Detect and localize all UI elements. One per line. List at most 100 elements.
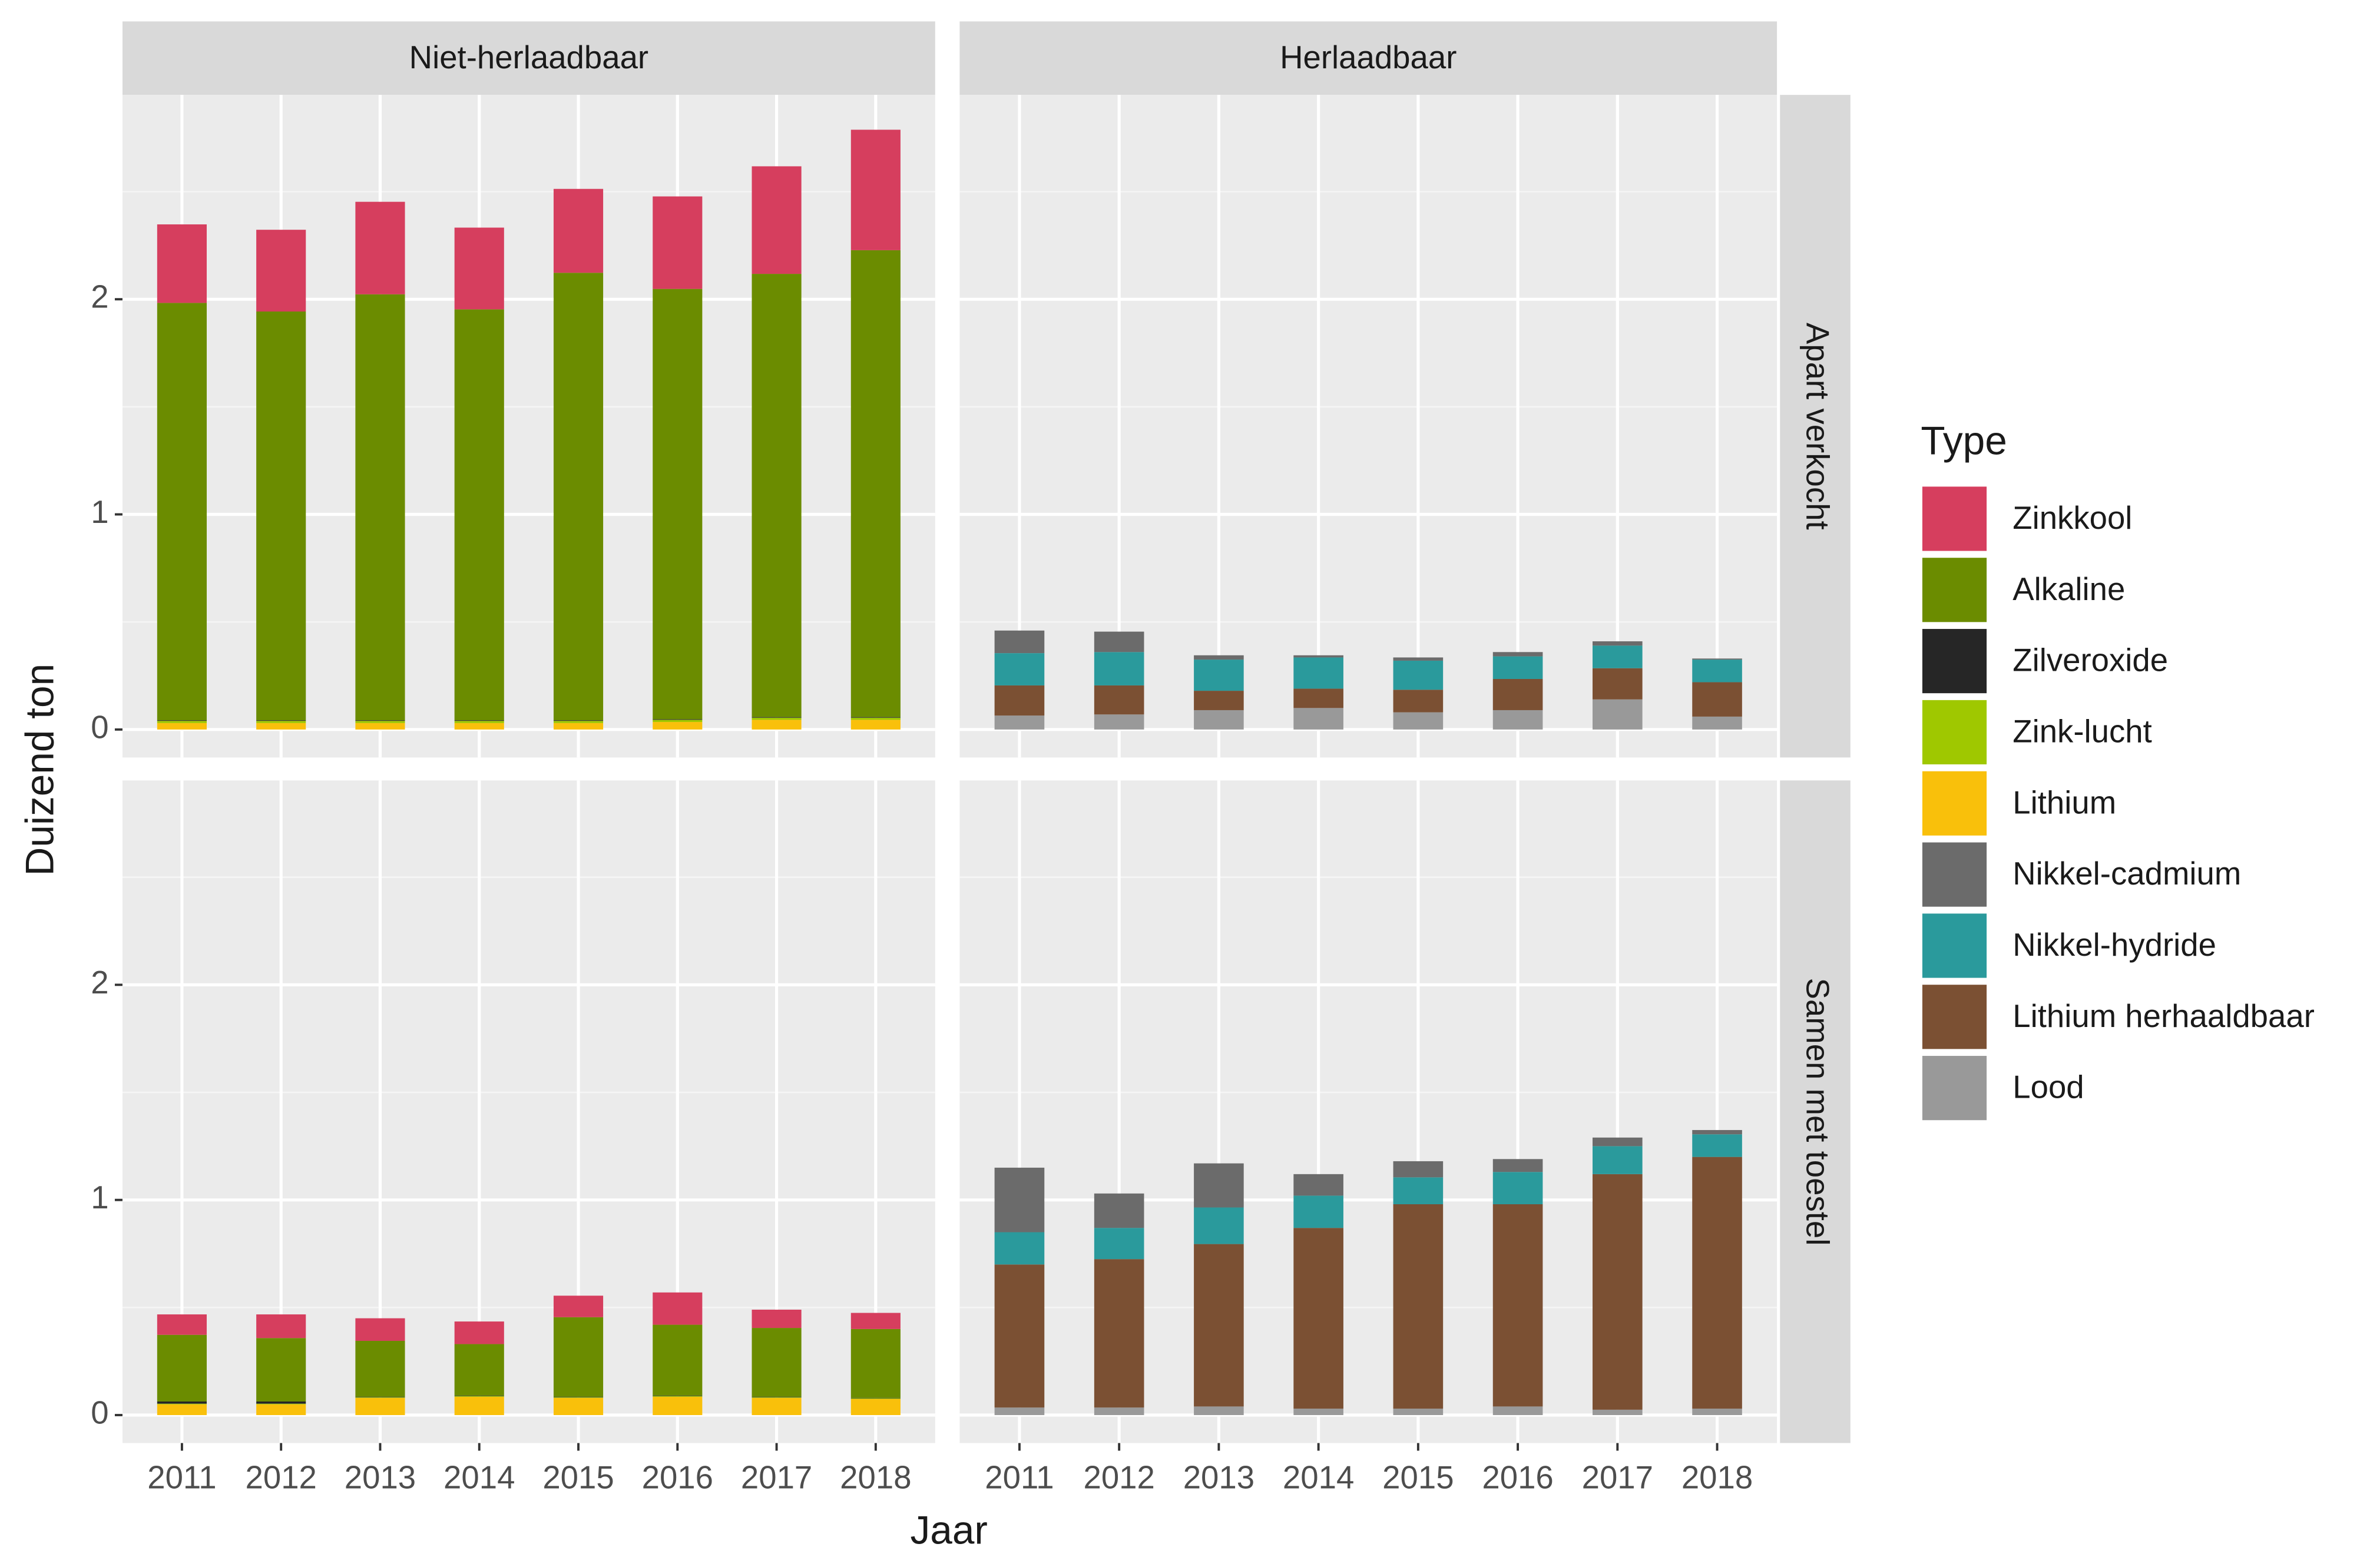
x-tick-label: 2011 <box>147 1459 216 1495</box>
bar-segment <box>157 721 207 723</box>
bar-segment <box>994 1264 1045 1408</box>
bar-segment <box>1492 1204 1543 1407</box>
x-tick-label: 2015 <box>1382 1459 1454 1495</box>
bar-segment <box>256 1314 306 1339</box>
bar-segment <box>653 1324 703 1396</box>
bar-segment <box>256 1402 306 1404</box>
bar-segment <box>1094 685 1144 715</box>
bar-segment <box>1593 1174 1643 1410</box>
bar-segment <box>1593 641 1643 646</box>
bar-segment <box>1194 1207 1244 1244</box>
x-tick-label: 2014 <box>443 1459 515 1495</box>
bar-segment <box>1293 657 1343 689</box>
bar-segment <box>1293 655 1343 658</box>
legend-label: Lood <box>2012 1069 2084 1105</box>
bar-segment <box>157 1334 207 1402</box>
legend-key <box>1922 913 1987 978</box>
y-tick-label: 1 <box>91 494 108 530</box>
panel-bg <box>959 95 1777 758</box>
bar-segment <box>1692 658 1742 660</box>
x-tick-label: 2012 <box>246 1459 317 1495</box>
legend-key <box>1922 700 1987 765</box>
bar-segment <box>1194 710 1244 730</box>
legend-label: Alkaline <box>2012 571 2125 607</box>
bar-segment <box>1094 1228 1144 1260</box>
legend-title: Type <box>1921 419 2007 463</box>
y-tick-label: 2 <box>91 965 108 1001</box>
bar-segment <box>1094 1193 1144 1228</box>
bar-segment <box>454 1396 504 1397</box>
x-tick-label: 2017 <box>741 1459 812 1495</box>
bar-segment <box>1492 656 1543 679</box>
bar-segment <box>355 294 405 721</box>
bar-segment <box>850 1397 901 1399</box>
x-tick-label: 2018 <box>840 1459 911 1495</box>
bar-segment <box>454 1344 504 1396</box>
legend-label: Lithium herhaaldbaar <box>2012 998 2315 1034</box>
bar-segment <box>256 230 306 312</box>
bar-segment <box>752 717 802 720</box>
bar-segment <box>1293 688 1343 708</box>
bar-segment <box>1393 1409 1444 1416</box>
bar-segment <box>553 1397 604 1398</box>
bar-segment <box>850 130 901 250</box>
legend-key <box>1922 842 1987 907</box>
bar-segment <box>850 720 901 730</box>
x-tick-label: 2014 <box>1283 1459 1354 1495</box>
column-strip-label: Niet-herlaadbaar <box>409 39 648 75</box>
bar-segment <box>752 166 802 274</box>
bar-segment <box>1692 682 1742 717</box>
bar-segment <box>994 685 1045 716</box>
bar-segment <box>1393 657 1444 661</box>
legend-label: Lithium <box>2012 784 2116 820</box>
bar-segment <box>157 720 207 721</box>
bar-segment <box>653 289 703 720</box>
bar-segment <box>850 250 901 717</box>
bar-segment <box>994 1232 1045 1265</box>
bar-segment <box>994 715 1045 730</box>
bar-segment <box>454 1321 504 1344</box>
bar-segment <box>355 1340 405 1397</box>
bar-segment <box>157 224 207 303</box>
bar-segment <box>1393 690 1444 713</box>
legend-label: Nikkel-cadmium <box>2012 856 2241 892</box>
x-tick-label: 2013 <box>345 1459 416 1495</box>
bar-segment <box>1293 1228 1343 1409</box>
strip-bg <box>1780 95 1851 758</box>
bar-segment <box>1194 660 1244 691</box>
bar-segment <box>157 723 207 730</box>
x-tick-label: 2013 <box>1183 1459 1254 1495</box>
bar-segment <box>553 188 604 273</box>
bar-segment <box>752 1310 802 1329</box>
y-tick-label: 0 <box>91 709 108 745</box>
bar-segment <box>553 723 604 730</box>
bar-segment <box>653 1292 703 1325</box>
legend-key <box>1922 985 1987 1049</box>
bar-segment <box>752 720 802 730</box>
bar-segment <box>1492 652 1543 657</box>
bar-segment <box>1194 1163 1244 1208</box>
bar-segment <box>1593 1146 1643 1174</box>
bar-segment <box>752 1328 802 1397</box>
bar-segment <box>1393 1161 1444 1178</box>
bar-segment <box>850 717 901 718</box>
bar-segment <box>355 1397 405 1416</box>
column-strip-label: Herlaadbaar <box>1280 39 1457 75</box>
bar-segment <box>1593 668 1643 700</box>
legend-key <box>1922 771 1987 836</box>
bar-segment <box>752 717 802 718</box>
bar-segment <box>1393 1177 1444 1204</box>
bar-segment <box>1293 1409 1343 1416</box>
bar-segment <box>850 1313 901 1329</box>
strip-bg <box>1780 780 1851 1443</box>
bar-segment <box>1194 691 1244 710</box>
bar-segment <box>1194 655 1244 660</box>
bar-segment <box>454 309 504 721</box>
bar-segment <box>355 1397 405 1398</box>
bar-segment <box>850 1399 901 1416</box>
bar-segment <box>157 303 207 721</box>
bar-segment <box>1094 1407 1144 1416</box>
bar-segment <box>1094 714 1144 730</box>
